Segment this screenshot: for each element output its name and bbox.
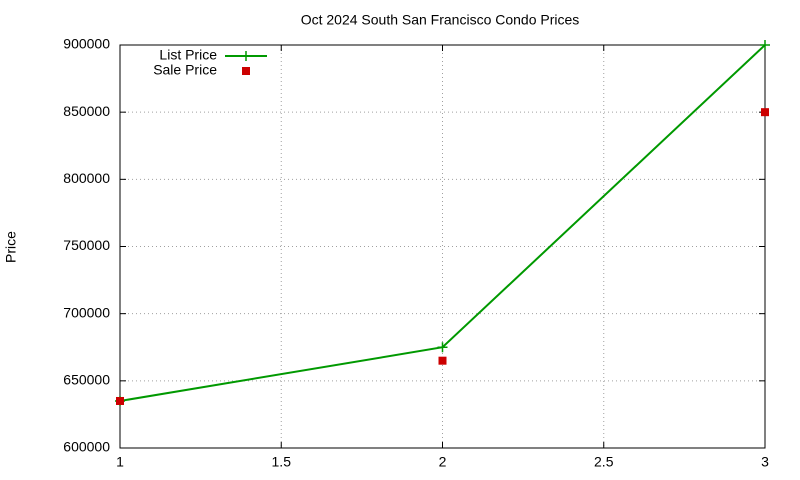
plot-border: [119, 44, 766, 449]
x-tick-label: 3: [761, 454, 769, 470]
point: [438, 356, 447, 365]
y-tick-label: 650000: [63, 372, 110, 388]
y-tick-label: 700000: [63, 304, 110, 320]
point: [116, 396, 124, 405]
x-tick-label: 1.5: [272, 454, 292, 470]
y-axis-label: Price: [3, 231, 19, 263]
point: [437, 342, 448, 353]
y-tick-label: 900000: [63, 36, 110, 52]
y-tick-label: 850000: [63, 103, 110, 119]
legend-swatch: [242, 67, 250, 75]
y-tick-label: 600000: [63, 439, 110, 455]
point: [761, 108, 769, 117]
y-tick-label: 800000: [63, 170, 110, 186]
point: [760, 40, 770, 50]
x-tick-label: 2.5: [594, 454, 614, 470]
x-tick-label: 1: [116, 454, 124, 470]
legend-label: List Price: [159, 47, 217, 63]
y-tick-label: 750000: [63, 237, 110, 253]
x-tick-label: 2: [439, 454, 447, 470]
legend-swatch: [241, 51, 251, 61]
legend-label: Sale Price: [153, 62, 217, 78]
chart-title: Oct 2024 South San Francisco Condo Price…: [301, 12, 580, 28]
